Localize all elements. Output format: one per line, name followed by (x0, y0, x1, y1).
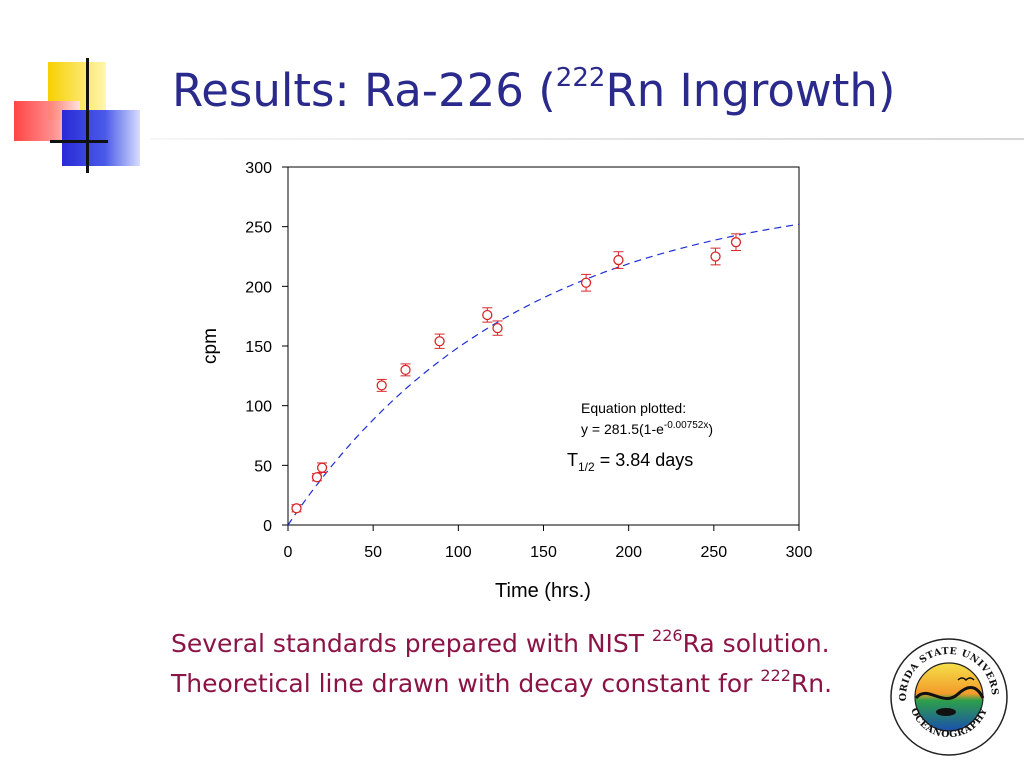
data-point (291, 503, 302, 514)
title-prefix: Results: Ra-226 ( (172, 64, 556, 117)
x-tick-label: 50 (364, 544, 382, 561)
logo-fish (936, 708, 956, 716)
title-underline (150, 138, 1024, 140)
caption-sup2: 222 (760, 666, 791, 685)
x-tick-label: 100 (445, 544, 472, 561)
y-tick-label: 200 (245, 279, 272, 296)
y-axis: 0 50 100 150 200 250 300 (245, 160, 288, 535)
data-point (434, 336, 445, 347)
caption-sup1: 226 (652, 626, 683, 645)
data-point (730, 237, 742, 248)
half-life-T: T (567, 450, 578, 470)
deco-blue-square (62, 110, 140, 166)
caption-part2: Ra solution. Theoretical line drawn with… (171, 629, 830, 698)
title-suffix: Rn Ingrowth) (605, 64, 896, 117)
x-tick-label: 0 (284, 544, 293, 561)
y-tick-label: 0 (263, 518, 272, 535)
chart-plot-area (287, 166, 800, 526)
half-life-value: = 3.84 days (595, 450, 694, 470)
slide-title: Results: Ra-226 (222Rn Ingrowth) (172, 64, 895, 118)
data-point (613, 254, 624, 266)
half-life-text: T1/2 = 3.84 days (567, 450, 693, 474)
equation-main: y = 281.5(1-e (581, 421, 664, 437)
x-tick-label: 250 (700, 544, 727, 561)
data-point (376, 380, 387, 391)
y-tick-label: 100 (245, 399, 272, 416)
y-tick-label: 300 (245, 160, 272, 177)
fsu-oceanography-logo: FLORIDA STATE UNIVERSITY OCEANOGRAPHY (888, 636, 1008, 756)
title-decoration (14, 58, 140, 173)
x-axis: 0 50 100 150 200 250 300 (284, 525, 813, 561)
data-point (311, 472, 323, 483)
data-point (492, 322, 503, 334)
caption-part1: Several standards prepared with NIST (171, 629, 653, 658)
y-axis-label: cpm (200, 328, 221, 364)
deco-horizontal-rule (50, 140, 108, 143)
x-tick-label: 150 (530, 544, 557, 561)
equation-text: y = 281.5(1-e-0.00752x) (581, 420, 713, 437)
fit-curve (287, 223, 800, 526)
equation-close: ) (708, 421, 713, 437)
data-point (710, 251, 721, 262)
x-tick-label: 200 (615, 544, 642, 561)
caption-part3: Rn. (790, 669, 833, 698)
half-life-subscript: 1/2 (578, 460, 595, 474)
logo-wave (914, 686, 985, 701)
x-tick-label: 300 (786, 544, 813, 561)
x-axis-label: Time (hrs.) (495, 580, 591, 602)
y-tick-label: 250 (245, 220, 272, 237)
slide-caption: Several standards prepared with NIST 226… (171, 624, 851, 704)
y-tick-label: 150 (245, 339, 272, 356)
data-point (400, 364, 411, 376)
logo-bird (957, 677, 975, 682)
data-point (482, 309, 493, 321)
equation-exponent: -0.00752x (664, 420, 708, 431)
plot-frame (287, 166, 800, 526)
data-series (291, 233, 742, 514)
y-tick-label: 50 (254, 458, 272, 475)
title-superscript: 222 (555, 63, 606, 93)
data-point (580, 277, 592, 288)
deco-vertical-rule (86, 58, 89, 173)
equation-label: Equation plotted: (581, 400, 686, 416)
data-point (316, 462, 328, 473)
